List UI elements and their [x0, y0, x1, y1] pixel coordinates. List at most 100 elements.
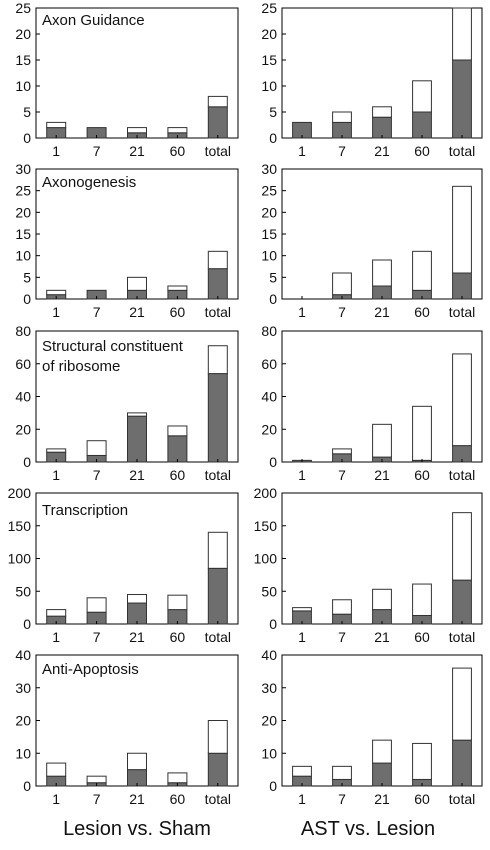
x-tick-label: 7 — [93, 143, 101, 159]
x-tick-label: 7 — [338, 629, 346, 645]
bar-segment-filled — [167, 435, 188, 463]
bar-segment-open — [332, 111, 352, 123]
y-tick-label: 15 — [15, 52, 31, 68]
x-tick-label: 1 — [298, 467, 306, 483]
y-tick-label: 25 — [15, 0, 31, 16]
y-tick-label: 0 — [23, 616, 31, 632]
y-tick-label: 30 — [261, 161, 277, 177]
x-tick-label: 7 — [338, 143, 346, 159]
y-tick-label: 60 — [15, 356, 31, 372]
bar-segment-open — [452, 7, 472, 61]
bar-segment-open — [207, 720, 228, 754]
y-tick-label: 50 — [15, 583, 31, 599]
x-tick-label: 7 — [338, 791, 346, 807]
x-tick-label: 60 — [414, 629, 430, 645]
x-tick-label: 7 — [93, 629, 101, 645]
chart-panel-3: 0 5 10 15 20 25 30 1 7 21 60 total Axonogenesis — [15, 161, 239, 320]
y-tick-label: 30 — [261, 680, 277, 696]
y-tick-label: 20 — [261, 421, 277, 437]
x-tick-label: 60 — [170, 791, 186, 807]
y-tick-label: 0 — [23, 454, 31, 470]
bar-segment-open — [207, 95, 228, 108]
chart-panel-4: 0 5 10 15 20 25 30 1 7 21 60 total — [261, 161, 483, 320]
y-tick-label: 20 — [15, 421, 31, 437]
bar-segment-open — [412, 405, 432, 461]
x-tick-label: total — [449, 791, 475, 807]
bar-segment-open — [292, 607, 312, 612]
bar-segment-open — [127, 594, 147, 604]
bar-segment-filled — [412, 111, 432, 139]
x-tick-label: total — [449, 304, 475, 320]
bar-segment-open — [412, 250, 432, 291]
x-tick-label: 7 — [93, 467, 101, 483]
x-tick-label: 1 — [52, 629, 60, 645]
y-tick-label: 5 — [23, 269, 31, 285]
bar-segment-filled — [207, 373, 228, 463]
x-tick-label: total — [205, 791, 231, 807]
x-tick-label: 60 — [414, 467, 430, 483]
chart-panel-6: 0 20 40 60 80 1 7 21 60 total — [261, 323, 483, 483]
x-tick-label: 7 — [338, 304, 346, 320]
bar-segment-open — [332, 765, 352, 780]
x-tick-label: 60 — [170, 143, 186, 159]
x-tick-label: 7 — [93, 791, 101, 807]
y-tick-label: 0 — [269, 130, 277, 146]
bar-segment-filled — [207, 106, 228, 139]
y-tick-label: 15 — [261, 52, 277, 68]
bar-segment-open — [167, 594, 188, 611]
bar-segment-open — [127, 127, 147, 134]
x-tick-label: 60 — [170, 467, 186, 483]
x-tick-label: total — [449, 467, 475, 483]
y-tick-label: 0 — [23, 778, 31, 794]
x-tick-label: 60 — [170, 304, 186, 320]
chart-panel-2: 0 5 10 15 20 25 1 7 21 60 total — [261, 0, 483, 159]
x-tick-label: total — [449, 629, 475, 645]
x-tick-label: 21 — [129, 304, 145, 320]
x-tick-label: 21 — [374, 143, 390, 159]
bar-segment-open — [452, 667, 472, 741]
bar-segment-filled — [452, 59, 472, 139]
y-tick-label: 20 — [261, 26, 277, 42]
bar-segment-open — [452, 185, 472, 274]
y-tick-label: 5 — [23, 104, 31, 120]
bar-segment-open — [332, 448, 352, 455]
y-tick-label: 0 — [23, 291, 31, 307]
y-tick-label: 200 — [254, 485, 278, 501]
y-tick-label: 10 — [261, 78, 277, 94]
x-tick-label: 1 — [298, 143, 306, 159]
y-tick-label: 100 — [8, 551, 32, 567]
bar-segment-open — [46, 289, 67, 296]
bar-segment-open — [207, 531, 228, 569]
y-tick-label: 30 — [15, 680, 31, 696]
bar-segment-open — [46, 448, 67, 453]
bar-segment-open — [412, 80, 432, 113]
bar-segment-open — [46, 609, 67, 617]
y-tick-label: 40 — [15, 647, 31, 663]
y-tick-label: 10 — [15, 78, 31, 94]
y-tick-label: 0 — [23, 130, 31, 146]
y-tick-label: 0 — [269, 616, 277, 632]
bar-segment-open — [292, 765, 312, 777]
chart-panel-5: 0 20 40 60 80 1 7 21 60 total Structural constitue… — [15, 323, 239, 483]
bar-segment-open — [452, 353, 472, 447]
bar-segment-open — [412, 742, 432, 780]
x-tick-label: total — [205, 304, 231, 320]
y-tick-label: 80 — [15, 323, 31, 339]
y-tick-label: 0 — [269, 291, 277, 307]
y-tick-label: 50 — [261, 583, 277, 599]
x-tick-label: 21 — [374, 467, 390, 483]
column-title-right: AST vs. Lesion — [301, 818, 435, 840]
x-tick-label: total — [205, 629, 231, 645]
x-tick-label: 21 — [129, 143, 145, 159]
x-tick-label: 60 — [170, 629, 186, 645]
x-tick-label: 21 — [374, 791, 390, 807]
bar-segment-open — [372, 423, 392, 458]
bar-segment-open — [207, 345, 228, 375]
x-tick-label: total — [205, 143, 231, 159]
bar-segment-filled — [127, 602, 147, 625]
y-tick-label: 15 — [15, 226, 31, 242]
x-tick-label: 1 — [298, 791, 306, 807]
y-tick-label: 60 — [261, 356, 277, 372]
y-tick-label: 200 — [8, 485, 32, 501]
